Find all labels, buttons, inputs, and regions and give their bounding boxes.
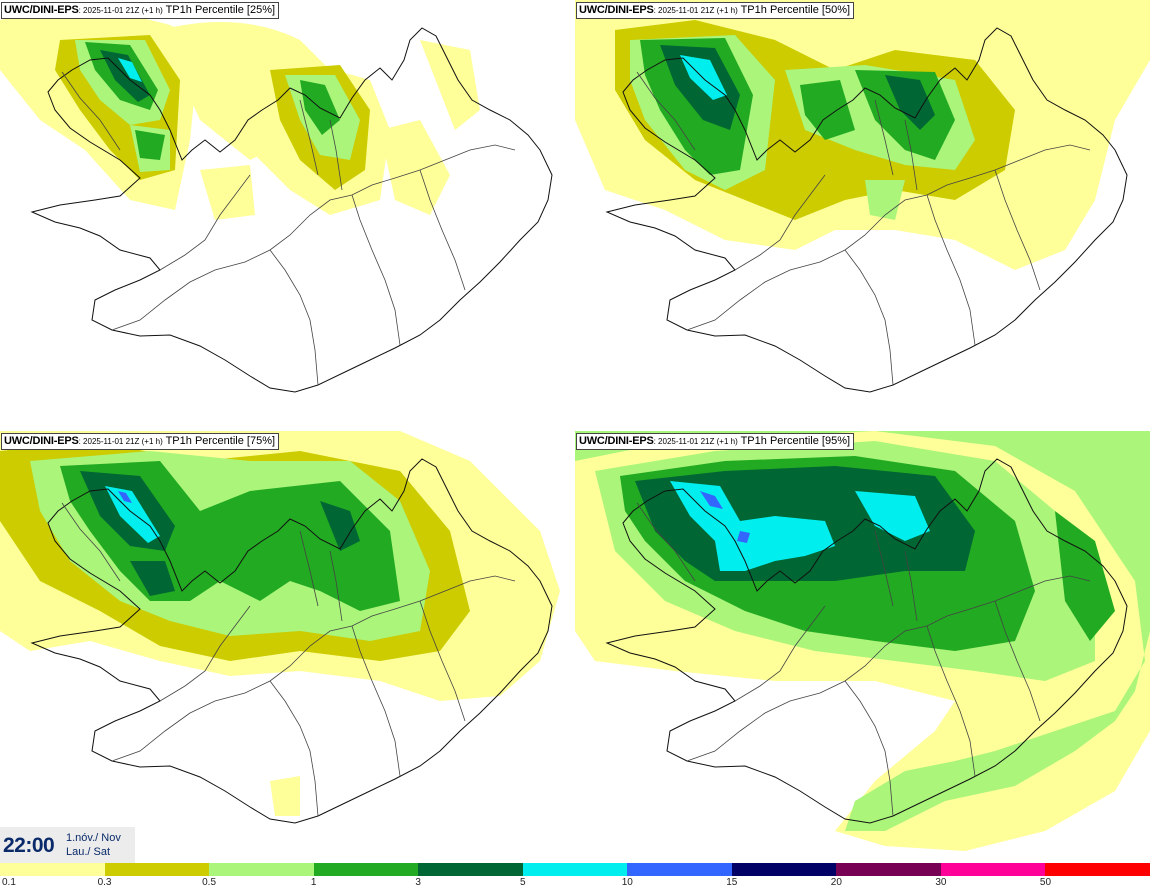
precip-map bbox=[575, 0, 1150, 393]
legend-swatch bbox=[104, 863, 210, 876]
precip-map bbox=[0, 431, 560, 824]
model-name: UWC/DINI-EPS bbox=[4, 435, 79, 447]
map-panel-50: UWC/DINI-EPS: 2025-11-01 21Z (+1 h) TP1h… bbox=[575, 0, 1150, 431]
parameter-label: TP1h Percentile [95%] bbox=[737, 435, 851, 447]
precip-field bbox=[575, 431, 1150, 851]
valid-date-line1: 1.nóv./ Nov bbox=[66, 832, 121, 844]
model-name: UWC/DINI-EPS bbox=[4, 4, 79, 16]
legend-swatch bbox=[940, 863, 1046, 876]
legend-tick-label: 1 bbox=[310, 877, 317, 888]
legend-tick-label: 50 bbox=[1039, 877, 1052, 888]
legend-tick-label: 15 bbox=[726, 877, 738, 888]
legend-tick-label: 20 bbox=[830, 877, 842, 888]
legend-tick-label: 30 bbox=[935, 877, 947, 888]
map-panel-75: UWC/DINI-EPS: 2025-11-01 21Z (+1 h) TP1h… bbox=[0, 431, 575, 862]
panel-title: UWC/DINI-EPS: 2025-11-01 21Z (+1 h) TP1h… bbox=[576, 2, 855, 19]
legend-tick-label: 0.1 bbox=[2, 877, 16, 888]
valid-date: 1.nóv./ Nov Lau./ Sat bbox=[66, 831, 121, 859]
precip-map bbox=[0, 11, 553, 393]
legend-color-bar bbox=[0, 863, 1150, 876]
parameter-label: TP1h Percentile [75%] bbox=[162, 435, 276, 447]
run-time: : 2025-11-01 21Z (+1 h) bbox=[78, 6, 163, 15]
valid-time-box: 22:00 1.nóv./ Nov Lau./ Sat bbox=[0, 827, 135, 863]
model-name: UWC/DINI-EPS bbox=[579, 435, 654, 447]
legend-swatch bbox=[731, 863, 837, 876]
valid-time-clock: 22:00 bbox=[3, 834, 55, 857]
parameter-label: TP1h Percentile [50%] bbox=[737, 4, 851, 16]
legend-swatch bbox=[418, 863, 523, 876]
model-name: UWC/DINI-EPS bbox=[579, 4, 654, 16]
legend-swatch bbox=[1045, 863, 1150, 876]
run-time: : 2025-11-01 21Z (+1 h) bbox=[653, 6, 738, 15]
run-time: : 2025-11-01 21Z (+1 h) bbox=[78, 437, 163, 446]
precip-field bbox=[0, 431, 560, 816]
precip-field bbox=[0, 11, 480, 220]
legend-tick-label: 0.3 bbox=[97, 877, 112, 888]
legend-swatch bbox=[836, 863, 941, 876]
legend-tick-label: 10 bbox=[621, 877, 633, 888]
legend-swatch bbox=[522, 863, 628, 876]
legend-tick-label: 5 bbox=[519, 877, 526, 888]
precip-field bbox=[575, 0, 1150, 270]
parameter-label: TP1h Percentile [25%] bbox=[162, 4, 276, 16]
legend-swatch bbox=[627, 863, 732, 876]
panel-title: UWC/DINI-EPS: 2025-11-01 21Z (+1 h) TP1h… bbox=[576, 433, 855, 450]
precip-map bbox=[575, 431, 1150, 851]
legend-swatch bbox=[313, 863, 419, 876]
legend-tick-label: 3 bbox=[415, 877, 421, 888]
map-panel-95: UWC/DINI-EPS: 2025-11-01 21Z (+1 h) TP1h… bbox=[575, 431, 1150, 862]
panel-title: UWC/DINI-EPS: 2025-11-01 21Z (+1 h) TP1h… bbox=[1, 2, 280, 19]
legend-swatch bbox=[209, 863, 314, 876]
legend-swatch bbox=[0, 863, 105, 876]
panel-title: UWC/DINI-EPS: 2025-11-01 21Z (+1 h) TP1h… bbox=[1, 433, 280, 450]
map-panel-25: UWC/DINI-EPS: 2025-11-01 21Z (+1 h) TP1h… bbox=[0, 0, 575, 431]
valid-date-line2: Lau./ Sat bbox=[66, 846, 111, 858]
run-time: : 2025-11-01 21Z (+1 h) bbox=[653, 437, 738, 446]
legend-tick-label: 0.5 bbox=[202, 877, 217, 888]
color-legend: 0.1 0.3 0.5 1 3 5 10 15 20 30 50 bbox=[0, 863, 1150, 891]
